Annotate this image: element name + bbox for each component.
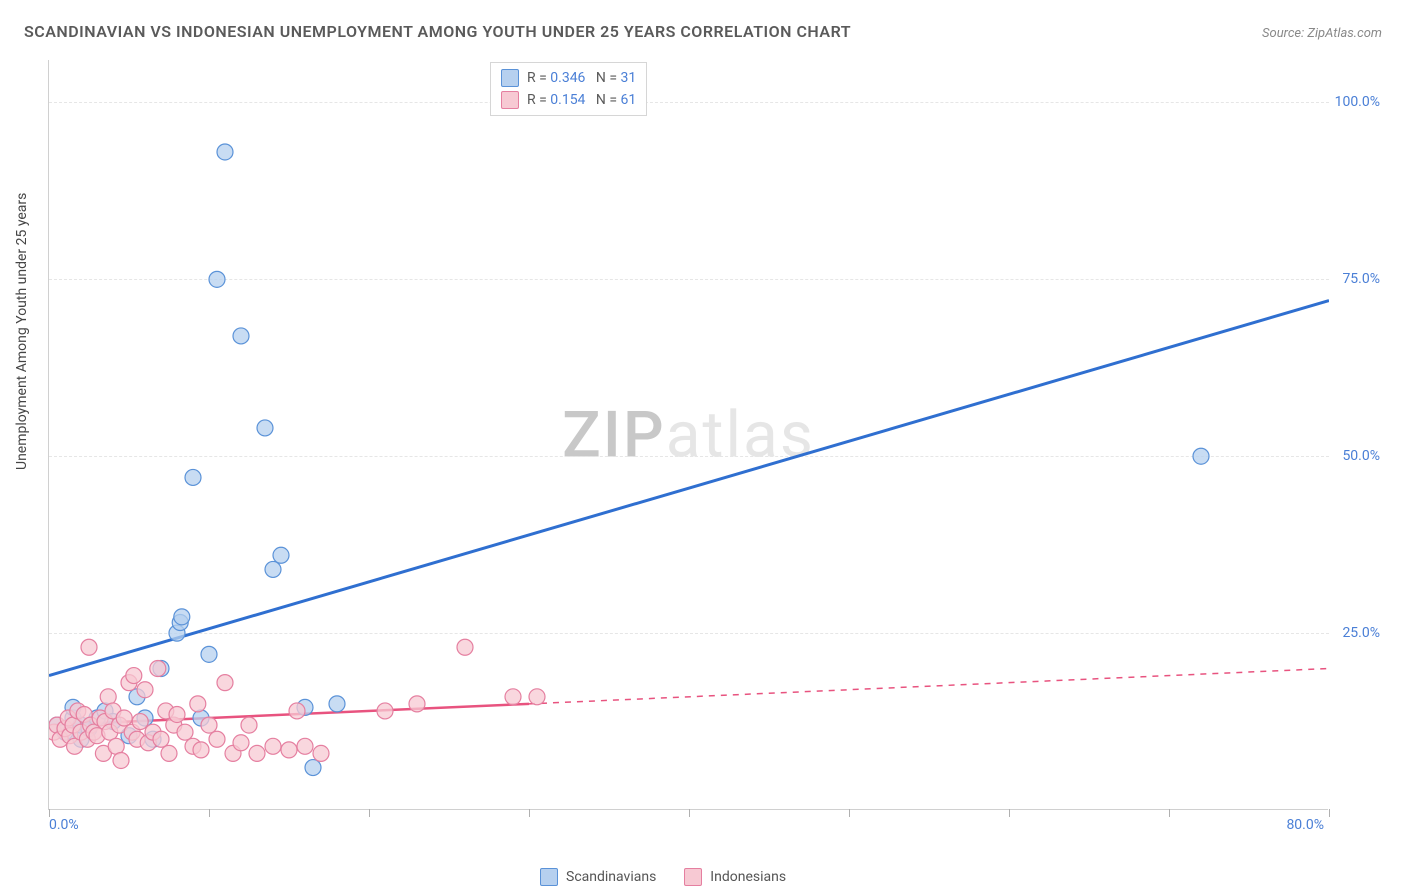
x-tick xyxy=(849,809,850,817)
y-tick-label: 75.0% xyxy=(1342,271,1380,287)
legend-correlation: R = 0.346 N = 31 R = 0.154 N = 61 xyxy=(490,62,647,116)
plot-area: ZIPatlas 0.0% 80.0% 25.0%50.0%75.0%100.0… xyxy=(48,60,1328,810)
point-indonesians xyxy=(505,689,521,705)
point-scandinavians xyxy=(257,420,273,436)
point-indonesians xyxy=(132,714,148,730)
y-tick-label: 100.0% xyxy=(1335,94,1380,110)
point-scandinavians xyxy=(305,760,321,776)
legend-series-item: Indonesians xyxy=(684,868,786,886)
point-scandinavians xyxy=(217,144,233,160)
point-indonesians xyxy=(201,717,217,733)
point-scandinavians xyxy=(1193,448,1209,464)
point-indonesians xyxy=(233,735,249,751)
point-indonesians xyxy=(265,738,281,754)
point-indonesians xyxy=(137,682,153,698)
x-tick xyxy=(49,809,50,817)
point-indonesians xyxy=(249,745,265,761)
x-tick xyxy=(529,809,530,817)
legend-swatch xyxy=(540,868,558,886)
point-indonesians xyxy=(289,703,305,719)
point-indonesians xyxy=(126,668,142,684)
point-scandinavians xyxy=(185,469,201,485)
point-indonesians xyxy=(281,742,297,758)
legend-series: Scandinavians Indonesians xyxy=(540,868,786,886)
point-indonesians xyxy=(153,731,169,747)
point-indonesians xyxy=(529,689,545,705)
point-indonesians xyxy=(193,742,209,758)
y-axis-label: Unemployment Among Youth under 25 years xyxy=(14,193,30,470)
point-indonesians xyxy=(150,660,166,676)
point-indonesians xyxy=(116,710,132,726)
scatter-points xyxy=(49,60,1329,810)
point-indonesians xyxy=(169,706,185,722)
point-scandinavians xyxy=(209,271,225,287)
x-tick xyxy=(209,809,210,817)
point-indonesians xyxy=(177,724,193,740)
x-tick xyxy=(1169,809,1170,817)
point-indonesians xyxy=(313,745,329,761)
legend-text: R = 0.154 N = 61 xyxy=(527,92,636,108)
point-indonesians xyxy=(241,717,257,733)
x-tick xyxy=(369,809,370,817)
point-indonesians xyxy=(113,752,129,768)
point-indonesians xyxy=(217,675,233,691)
legend-swatch xyxy=(501,69,519,87)
point-indonesians xyxy=(161,745,177,761)
x-axis-max-label: 80.0% xyxy=(1286,817,1324,833)
plot-container: ZIPatlas 0.0% 80.0% 25.0%50.0%75.0%100.0… xyxy=(48,60,1384,840)
legend-swatch xyxy=(501,91,519,109)
point-indonesians xyxy=(81,639,97,655)
point-indonesians xyxy=(190,696,206,712)
point-scandinavians xyxy=(201,646,217,662)
point-scandinavians xyxy=(265,561,281,577)
x-tick xyxy=(1329,809,1330,817)
legend-text: R = 0.346 N = 31 xyxy=(527,70,636,86)
point-scandinavians xyxy=(273,547,289,563)
legend-series-label: Scandinavians xyxy=(566,869,656,885)
legend-correlation-row: R = 0.154 N = 61 xyxy=(501,89,636,111)
legend-series-item: Scandinavians xyxy=(540,868,656,886)
point-indonesians xyxy=(457,639,473,655)
point-indonesians xyxy=(297,738,313,754)
source-attribution: Source: ZipAtlas.com xyxy=(1262,26,1382,41)
legend-correlation-row: R = 0.346 N = 31 xyxy=(501,67,636,89)
y-tick-label: 50.0% xyxy=(1342,448,1380,464)
x-tick xyxy=(1009,809,1010,817)
point-scandinavians xyxy=(329,696,345,712)
point-indonesians xyxy=(409,696,425,712)
x-axis-min-label: 0.0% xyxy=(49,817,79,833)
point-scandinavians xyxy=(174,609,190,625)
legend-series-label: Indonesians xyxy=(710,869,786,885)
point-indonesians xyxy=(377,703,393,719)
legend-swatch xyxy=(684,868,702,886)
point-scandinavians xyxy=(233,328,249,344)
y-tick-label: 25.0% xyxy=(1342,625,1380,641)
x-tick xyxy=(689,809,690,817)
point-indonesians xyxy=(209,731,225,747)
chart-title: SCANDINAVIAN VS INDONESIAN UNEMPLOYMENT … xyxy=(24,22,851,41)
